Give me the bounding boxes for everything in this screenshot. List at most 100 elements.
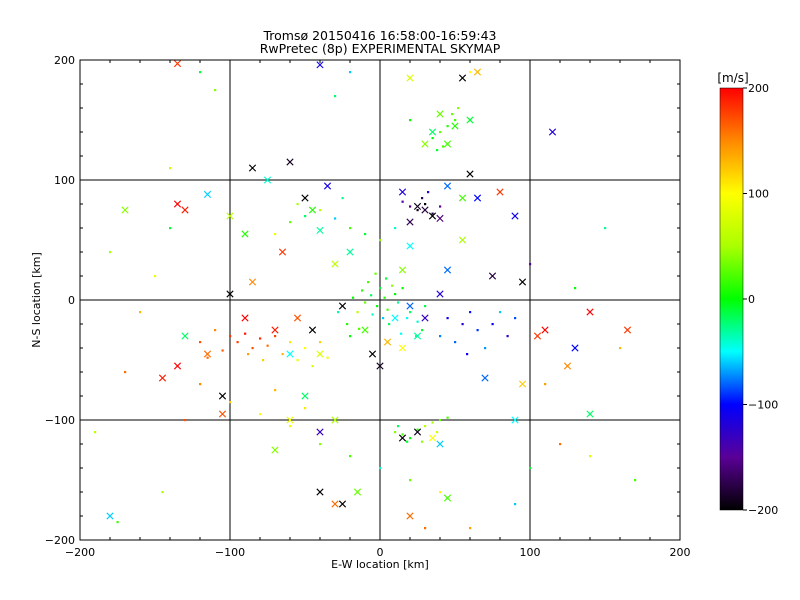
- colorbar-tick-label: 200: [748, 82, 769, 95]
- cross-marker: [443, 140, 452, 148]
- cross-marker: [436, 440, 444, 448]
- dot-marker: [356, 311, 359, 314]
- cross-marker: [383, 338, 392, 346]
- cross-marker: [473, 194, 482, 202]
- dot-marker: [469, 71, 472, 74]
- dot-marker: [409, 205, 412, 208]
- dot-marker: [326, 356, 329, 359]
- cross-marker: [406, 74, 414, 82]
- colorbar-tick-label: −200: [748, 504, 778, 517]
- dot-marker: [439, 131, 442, 134]
- dot-marker: [251, 347, 254, 350]
- cross-marker: [301, 392, 309, 400]
- dot-marker: [406, 317, 409, 320]
- dot-marker: [604, 227, 607, 230]
- cross-marker: [413, 202, 422, 210]
- dot-marker: [334, 217, 337, 220]
- dot-marker: [386, 308, 389, 311]
- cross-marker: [443, 182, 452, 190]
- dot-marker: [439, 205, 442, 208]
- y-axis-label: N-S location [km]: [30, 252, 43, 348]
- dot-marker: [206, 356, 209, 359]
- chart-subtitle: RwPretec (8p) EXPERIMENTAL SKYMAP: [260, 41, 501, 56]
- y-tick-label: −100: [45, 414, 75, 427]
- dot-marker: [199, 383, 202, 386]
- dot-marker: [466, 353, 469, 356]
- dot-marker: [409, 479, 412, 482]
- dot-marker: [374, 272, 377, 275]
- dot-marker: [446, 317, 449, 320]
- y-tick-label: 100: [54, 174, 75, 187]
- cross-marker: [571, 344, 579, 352]
- x-tick-label: −200: [65, 546, 95, 559]
- x-tick-label: −100: [215, 546, 245, 559]
- cross-marker: [316, 226, 324, 234]
- colorbar-ticks: 200 100 0 −100 −200: [743, 82, 778, 517]
- cross-marker: [278, 248, 287, 256]
- dot-marker: [199, 341, 202, 344]
- cross-marker: [181, 332, 189, 340]
- cross-marker: [406, 218, 414, 226]
- x-axis: −200 −100 0 100 200: [65, 60, 691, 559]
- cross-marker: [376, 362, 384, 370]
- cross-marker: [541, 326, 549, 334]
- dot-marker: [436, 149, 439, 152]
- dot-marker: [421, 197, 424, 200]
- cross-marker: [338, 500, 347, 508]
- cross-marker: [406, 302, 414, 310]
- data-points: [94, 60, 637, 530]
- dot-marker: [364, 233, 367, 236]
- cross-marker: [308, 206, 317, 214]
- dot-marker: [416, 209, 419, 212]
- dot-marker: [124, 371, 127, 374]
- dot-marker: [361, 289, 364, 292]
- dot-marker: [94, 431, 97, 434]
- chart-title: Tromsø 20150416 16:58:00-16:59:43: [262, 28, 496, 43]
- dot-marker: [382, 317, 385, 320]
- dot-marker: [274, 389, 277, 392]
- cross-marker: [331, 500, 339, 508]
- dot-marker: [391, 284, 394, 287]
- dot-marker: [457, 107, 460, 110]
- dot-marker: [274, 233, 277, 236]
- dot-marker: [184, 419, 187, 422]
- dot-marker: [514, 503, 517, 506]
- dot-marker: [262, 359, 265, 362]
- dot-marker: [319, 443, 322, 446]
- cross-marker: [451, 122, 459, 130]
- cross-marker: [398, 188, 407, 196]
- dot-marker: [281, 353, 284, 356]
- cross-marker: [466, 116, 474, 124]
- dot-marker: [416, 320, 419, 323]
- dot-marker: [221, 349, 224, 352]
- cross-marker: [428, 128, 437, 136]
- cross-marker: [263, 176, 272, 184]
- dot-marker: [214, 329, 217, 332]
- cross-marker: [218, 392, 227, 400]
- dot-marker: [289, 425, 292, 428]
- dot-marker: [266, 344, 269, 347]
- dot-marker: [416, 428, 419, 431]
- dot-marker: [439, 491, 442, 494]
- dot-marker: [401, 200, 404, 203]
- y-axis: −200 −100 0 100 200: [45, 54, 680, 547]
- y-tick-label: −200: [45, 534, 75, 547]
- cross-marker: [428, 434, 437, 442]
- dot-marker: [439, 419, 442, 422]
- dot-marker: [431, 421, 434, 424]
- colorbar: [719, 87, 744, 511]
- cross-marker: [511, 212, 519, 220]
- dot-marker: [259, 413, 262, 416]
- cross-marker: [413, 332, 422, 340]
- cross-marker: [173, 200, 182, 208]
- cross-marker: [398, 434, 407, 442]
- dot-marker: [379, 287, 382, 290]
- dot-marker: [394, 293, 397, 296]
- dot-marker: [169, 227, 172, 230]
- cross-marker: [436, 110, 444, 118]
- dot-marker: [529, 467, 532, 470]
- dot-marker: [109, 251, 112, 254]
- dot-marker: [349, 335, 352, 338]
- dot-marker: [289, 341, 292, 344]
- cross-marker: [443, 494, 452, 502]
